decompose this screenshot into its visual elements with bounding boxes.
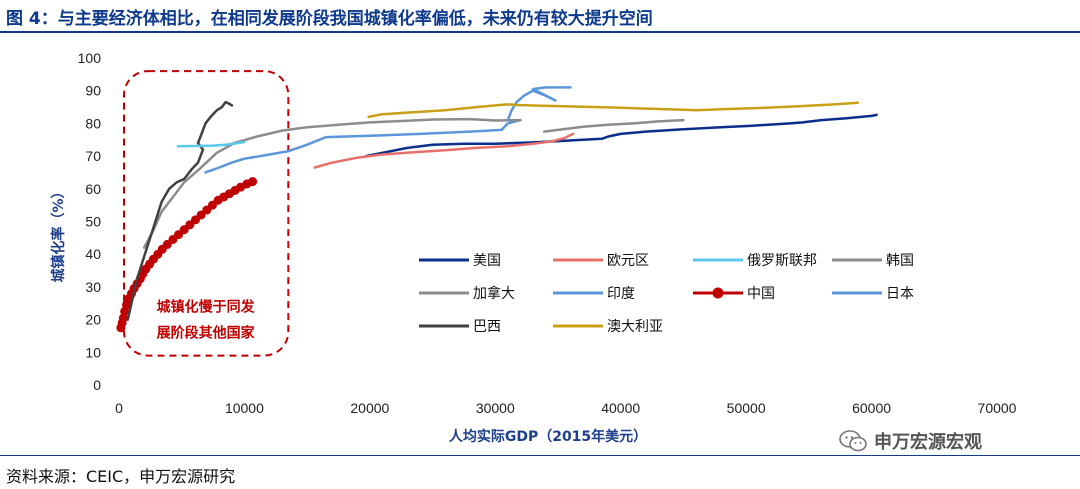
legend-label: 俄罗斯联邦 bbox=[747, 253, 817, 269]
series-line-3 bbox=[542, 118, 685, 133]
x-tick-label: 40000 bbox=[601, 400, 640, 416]
series-line-0 bbox=[364, 113, 878, 158]
legend-marker bbox=[712, 287, 724, 299]
series-layer bbox=[116, 86, 878, 333]
y-tick-label: 30 bbox=[85, 279, 101, 295]
x-axis-title: 人均实际GDP（2015年美元） bbox=[449, 428, 647, 445]
y-tick-label: 80 bbox=[85, 115, 101, 131]
annotation-group: 城镇化慢于同发 展阶段其他国家 bbox=[123, 70, 290, 357]
series-line-8 bbox=[126, 100, 234, 321]
legend-label: 澳大利亚 bbox=[607, 319, 663, 335]
legend-label: 日本 bbox=[886, 286, 914, 302]
annotation-text-line2: 展阶段其他国家 bbox=[157, 325, 256, 342]
legend-label: 美国 bbox=[473, 253, 501, 269]
legend-label: 加拿大 bbox=[473, 285, 515, 302]
annotation-box bbox=[123, 70, 290, 357]
y-tick-label: 90 bbox=[85, 83, 101, 99]
series-line-7 bbox=[204, 118, 522, 174]
series-line-5 bbox=[506, 86, 572, 122]
data-point bbox=[248, 177, 258, 187]
x-tick-label: 30000 bbox=[476, 400, 515, 416]
watermark: 申万宏源宏观 bbox=[838, 428, 982, 454]
y-tick-label: 0 bbox=[93, 377, 101, 393]
wechat-icon bbox=[839, 430, 867, 452]
urbanization-chart: 0 10 20 30 40 50 60 70 80 90 100 0 10000 20000 30000 40… bbox=[50, 50, 1017, 445]
y-tick-label: 40 bbox=[85, 246, 101, 262]
y-axis-title: 城镇化率（%） bbox=[50, 184, 67, 282]
series-line-9 bbox=[367, 101, 860, 119]
legend-label: 印度 bbox=[607, 286, 635, 302]
y-tick-label: 60 bbox=[85, 181, 101, 197]
source-note: 资料来源：CEIC，申万宏源研究 bbox=[6, 467, 236, 486]
y-tick-label: 50 bbox=[85, 214, 101, 230]
series-line-4 bbox=[142, 117, 522, 249]
y-tick-label: 10 bbox=[85, 344, 101, 360]
x-tick-label: 50000 bbox=[727, 400, 766, 416]
x-tick-label: 70000 bbox=[978, 400, 1017, 416]
legend-label: 中国 bbox=[747, 286, 775, 302]
x-tick-label: 20000 bbox=[350, 400, 389, 416]
y-tick-label: 20 bbox=[85, 312, 101, 328]
axis-ticks: 0 10 20 30 40 50 60 70 80 90 100 0 10000 20000 30000 40… bbox=[78, 50, 1017, 416]
x-tick-label: 10000 bbox=[225, 400, 264, 416]
figure-title: 图 4：与主要经济体相比，在相同发展阶段我国城镇化率偏低，未来仍有较大提升空间 bbox=[6, 9, 653, 29]
annotation-text-line1: 城镇化慢于同发 bbox=[157, 299, 256, 316]
legend-label: 巴西 bbox=[473, 319, 501, 335]
watermark-text: 申万宏源宏观 bbox=[874, 432, 982, 453]
footer-divider bbox=[0, 455, 1080, 456]
series-line-1 bbox=[313, 132, 575, 169]
x-tick-label: 0 bbox=[115, 400, 123, 416]
series-line-2 bbox=[176, 140, 246, 148]
title-divider bbox=[0, 31, 1080, 33]
legend-label: 欧元区 bbox=[607, 253, 649, 269]
y-tick-label: 100 bbox=[78, 50, 102, 66]
y-tick-label: 70 bbox=[85, 148, 101, 164]
x-tick-label: 60000 bbox=[852, 400, 891, 416]
legend-label: 韩国 bbox=[886, 253, 914, 269]
